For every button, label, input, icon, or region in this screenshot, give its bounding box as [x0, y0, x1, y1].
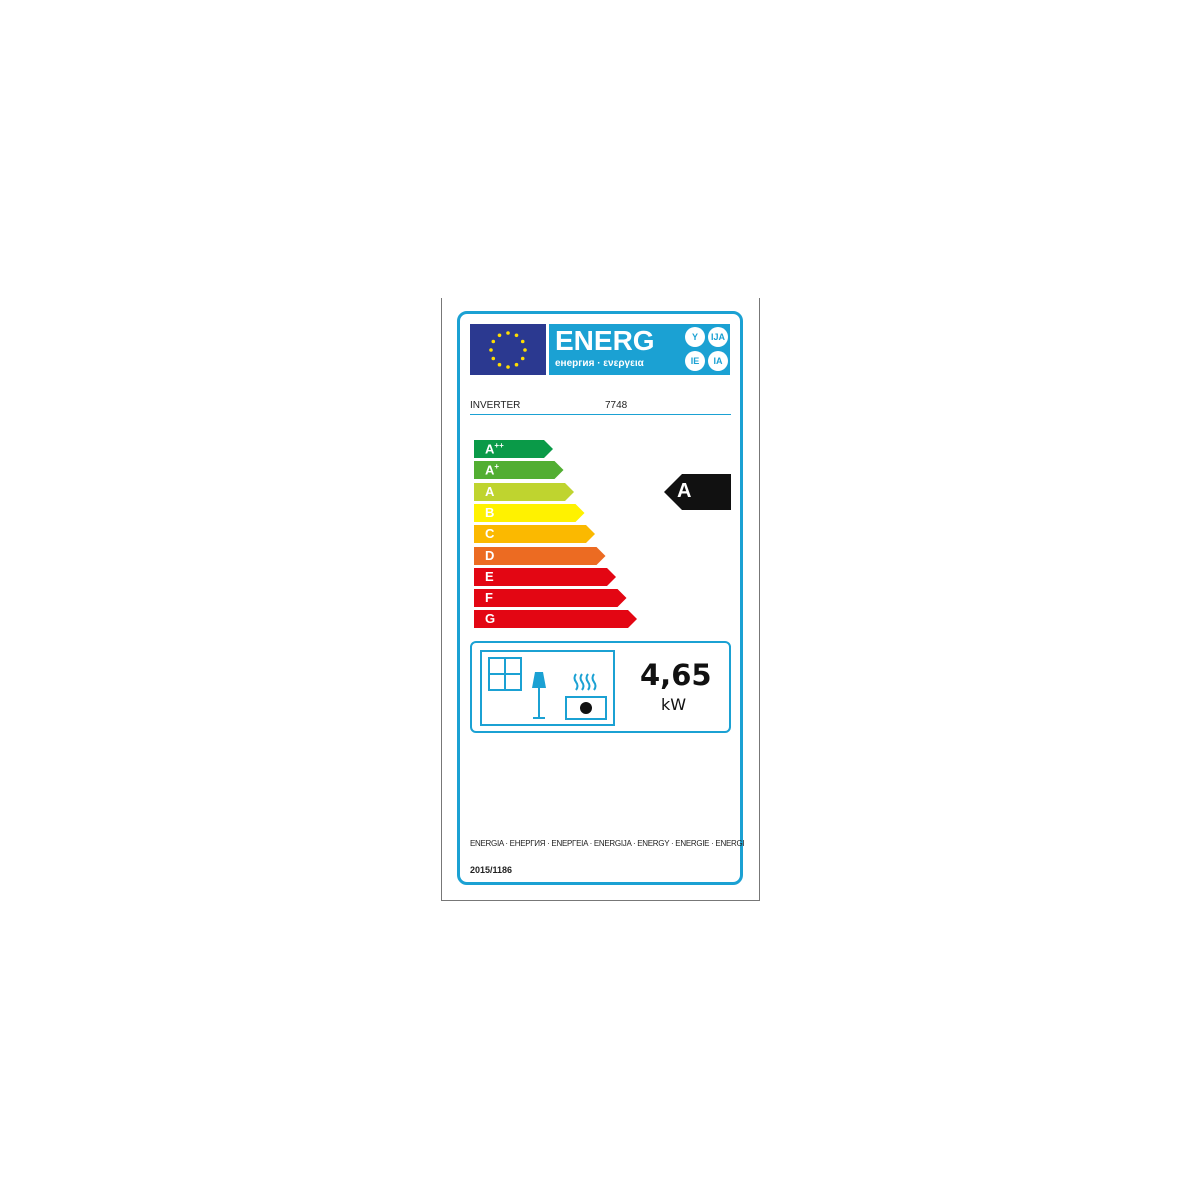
eu-star-icon — [523, 348, 527, 352]
eu-star-icon — [514, 333, 519, 338]
scale-label: E — [485, 568, 494, 584]
eu-star-icon — [520, 356, 525, 361]
scale-bar: C — [474, 525, 595, 544]
eu-star-icon — [489, 348, 493, 352]
eu-star-icon — [491, 339, 496, 344]
scale-label: F — [485, 590, 493, 606]
power-box — [470, 641, 731, 733]
eu-star-icon — [497, 333, 502, 338]
eu-star-icon — [497, 362, 502, 367]
suffix-badge: IE — [685, 351, 705, 371]
eu-star-icon — [506, 331, 510, 335]
eu-flag-icon — [470, 324, 546, 375]
scale-label: A+ — [485, 462, 500, 478]
suffix-badge: Y — [685, 327, 705, 347]
scale-bar: D — [474, 546, 606, 565]
divider — [470, 414, 731, 415]
scale-label: A++ — [485, 441, 504, 457]
scale-bar: E — [474, 567, 616, 586]
logo-text: ENERG — [555, 325, 655, 356]
scale-label: D — [485, 547, 495, 563]
scale-label: G — [485, 611, 496, 627]
suffix-badge: IJA — [708, 327, 728, 347]
scale-bar: G — [474, 610, 637, 629]
scale-bar: A+ — [474, 461, 564, 480]
regulation-number: 2015/1186 — [470, 865, 513, 875]
eu-star-icon — [491, 356, 496, 361]
suffix-badge: IA — [708, 351, 728, 371]
model-id: 7748 — [605, 400, 628, 411]
energy-logo: ENERG енергия · ενεργεια Y IJA IE IA — [549, 324, 730, 375]
scale-bar: F — [474, 589, 627, 608]
scale-label: C — [485, 526, 495, 542]
room-heating-pictogram — [480, 650, 615, 726]
eu-star-icon — [514, 362, 519, 367]
languages-line: ENERGIA · ЕНЕРГИЯ · ΕΝΕΡΓΕΙΑ · ENERGIJA … — [470, 839, 745, 848]
rating-class: A — [677, 480, 692, 502]
logo-subtext: енергия · ενεργεια — [555, 358, 644, 369]
eu-star-icon — [520, 339, 525, 344]
page-frame — [441, 298, 760, 901]
rating-arrow — [664, 474, 731, 510]
eu-star-icon — [506, 365, 510, 369]
scale-bar: A — [474, 482, 574, 501]
power-unit: kW — [661, 695, 687, 714]
scale-label: A — [485, 483, 495, 499]
supplier-name: INVERTER — [470, 400, 521, 411]
scale-bar: B — [474, 503, 585, 522]
scale-bar: A++ — [474, 440, 553, 458]
power-value: 4,65 — [640, 658, 712, 692]
energy-label — [457, 311, 743, 885]
scale-label: B — [485, 504, 495, 520]
